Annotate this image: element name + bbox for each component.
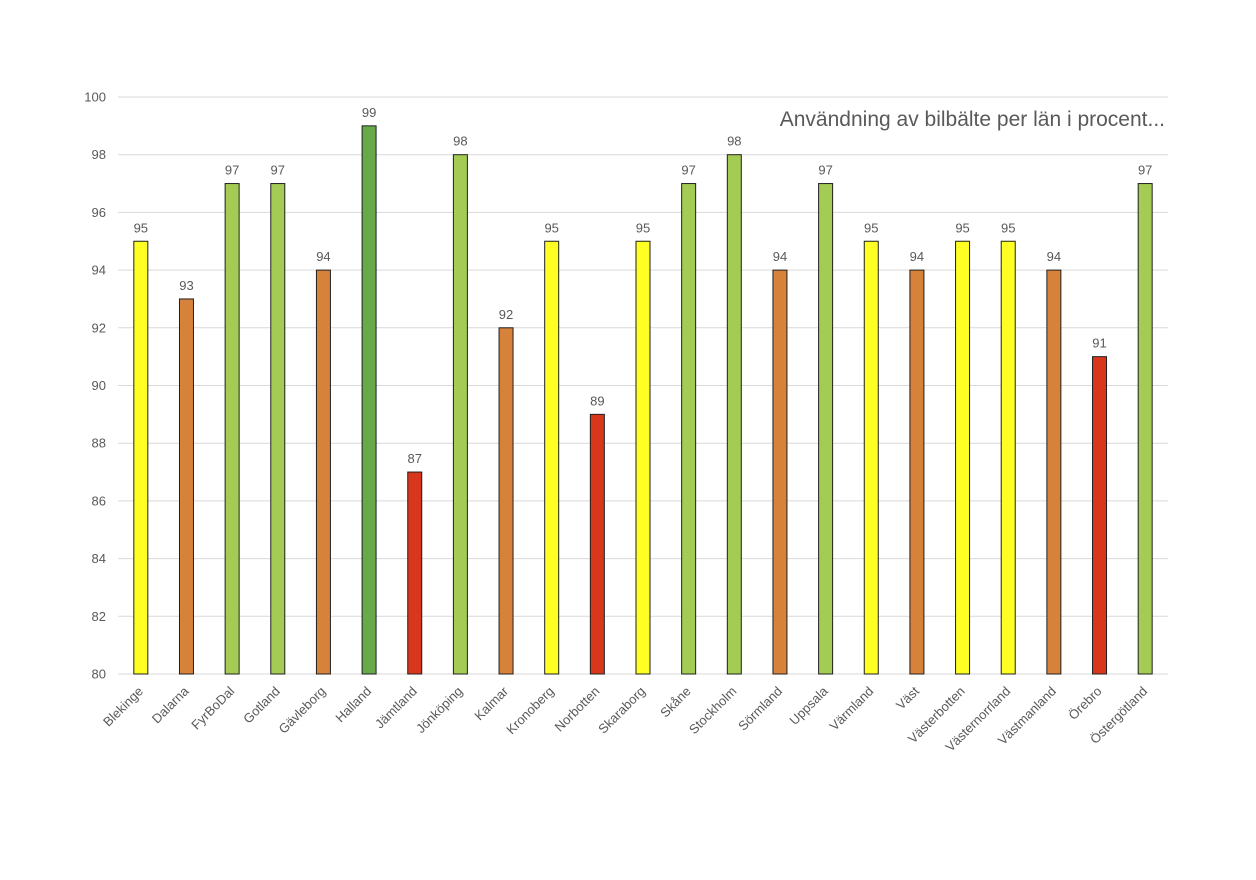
category-label: Örebro bbox=[1065, 684, 1104, 723]
bar-västmanland bbox=[1046, 269, 1062, 675]
y-tick-label: 88 bbox=[92, 436, 106, 451]
data-label: 93 bbox=[179, 278, 193, 293]
chart-title: Användning av bilbälte per län i procent… bbox=[780, 108, 1165, 131]
data-label: 95 bbox=[544, 220, 558, 235]
data-label: 98 bbox=[453, 134, 467, 149]
y-tick-label: 90 bbox=[92, 378, 106, 393]
data-label: 95 bbox=[864, 220, 878, 235]
y-tick-label: 98 bbox=[92, 147, 106, 162]
category-label: Halland bbox=[332, 684, 374, 726]
data-label: 97 bbox=[225, 163, 239, 178]
data-label: 95 bbox=[134, 220, 148, 235]
bar-blekinge bbox=[133, 240, 149, 675]
data-label: 87 bbox=[408, 451, 422, 466]
category-label: FyrBoDal bbox=[188, 683, 237, 732]
bar-gävleborg bbox=[315, 269, 331, 675]
category-label: Kalmar bbox=[471, 683, 511, 723]
data-label: 94 bbox=[316, 249, 330, 264]
bar-värmland bbox=[863, 240, 879, 675]
bar-skåne bbox=[681, 183, 697, 675]
category-label: Jämtland bbox=[372, 684, 420, 732]
y-tick-label: 92 bbox=[92, 320, 106, 335]
bar-halland bbox=[361, 125, 377, 675]
bar-norbotten bbox=[589, 413, 605, 675]
y-axis-ticks: 80 82 84 86 88 90 92 94 96 98 100 bbox=[84, 90, 106, 682]
data-label: 97 bbox=[1138, 163, 1152, 178]
category-label: Dalarna bbox=[149, 683, 192, 726]
y-tick-label: 96 bbox=[92, 205, 106, 220]
bar-östergötland bbox=[1137, 183, 1153, 675]
bar-skaraborg bbox=[635, 240, 651, 675]
bar-väst bbox=[909, 269, 925, 675]
category-label: Värmland bbox=[826, 684, 876, 734]
data-label: 98 bbox=[727, 134, 741, 149]
data-label: 95 bbox=[636, 220, 650, 235]
bar-jönköping bbox=[452, 154, 468, 675]
y-tick-label: 80 bbox=[92, 667, 106, 682]
category-label: Gotland bbox=[240, 684, 283, 727]
bar-kalmar bbox=[498, 327, 514, 675]
data-label: 97 bbox=[818, 163, 832, 178]
bar-västernorrland bbox=[1000, 240, 1016, 675]
category-label: Jönköping bbox=[413, 684, 466, 737]
bar-uppsala bbox=[818, 183, 834, 675]
bar-kronoberg bbox=[544, 240, 560, 675]
category-label: Sörmland bbox=[735, 684, 785, 734]
bar-gotland bbox=[270, 183, 286, 675]
category-label: Uppsala bbox=[786, 683, 831, 728]
y-tick-label: 94 bbox=[92, 263, 106, 278]
category-label: Blekinge bbox=[100, 684, 146, 730]
bar-fyrbodal bbox=[224, 183, 240, 675]
category-label: Skaraborg bbox=[595, 684, 648, 737]
category-label: Stockholm bbox=[686, 684, 740, 738]
bars bbox=[133, 125, 1153, 675]
bar-örebro bbox=[1092, 356, 1108, 675]
data-labels: 95 93 97 97 94 99 87 98 92 95 89 95 97 98 94 97 95 94 95 95… bbox=[134, 105, 1153, 466]
data-label: 97 bbox=[271, 163, 285, 178]
data-label: 95 bbox=[1001, 220, 1015, 235]
bar-jämtland bbox=[407, 471, 423, 675]
bar-sörmland bbox=[772, 269, 788, 675]
category-label: Väst bbox=[893, 683, 922, 712]
category-label: Kronoberg bbox=[503, 684, 557, 738]
category-label: Skåne bbox=[657, 684, 694, 721]
data-label: 97 bbox=[681, 163, 695, 178]
y-tick-label: 84 bbox=[92, 551, 106, 566]
data-label: 94 bbox=[910, 249, 924, 264]
bar-västerbotten bbox=[955, 240, 971, 675]
data-label: 92 bbox=[499, 307, 513, 322]
data-label: 94 bbox=[1047, 249, 1061, 264]
y-tick-label: 100 bbox=[84, 90, 106, 105]
data-label: 94 bbox=[773, 249, 787, 264]
y-tick-label: 82 bbox=[92, 609, 106, 624]
bar-stockholm bbox=[726, 154, 742, 675]
y-tick-label: 86 bbox=[92, 493, 106, 508]
bar-dalarna bbox=[178, 298, 194, 675]
data-label: 99 bbox=[362, 105, 376, 120]
data-label: 95 bbox=[955, 220, 969, 235]
data-label: 91 bbox=[1092, 336, 1106, 351]
category-label: Gävleborg bbox=[276, 684, 329, 737]
data-label: 89 bbox=[590, 393, 604, 408]
